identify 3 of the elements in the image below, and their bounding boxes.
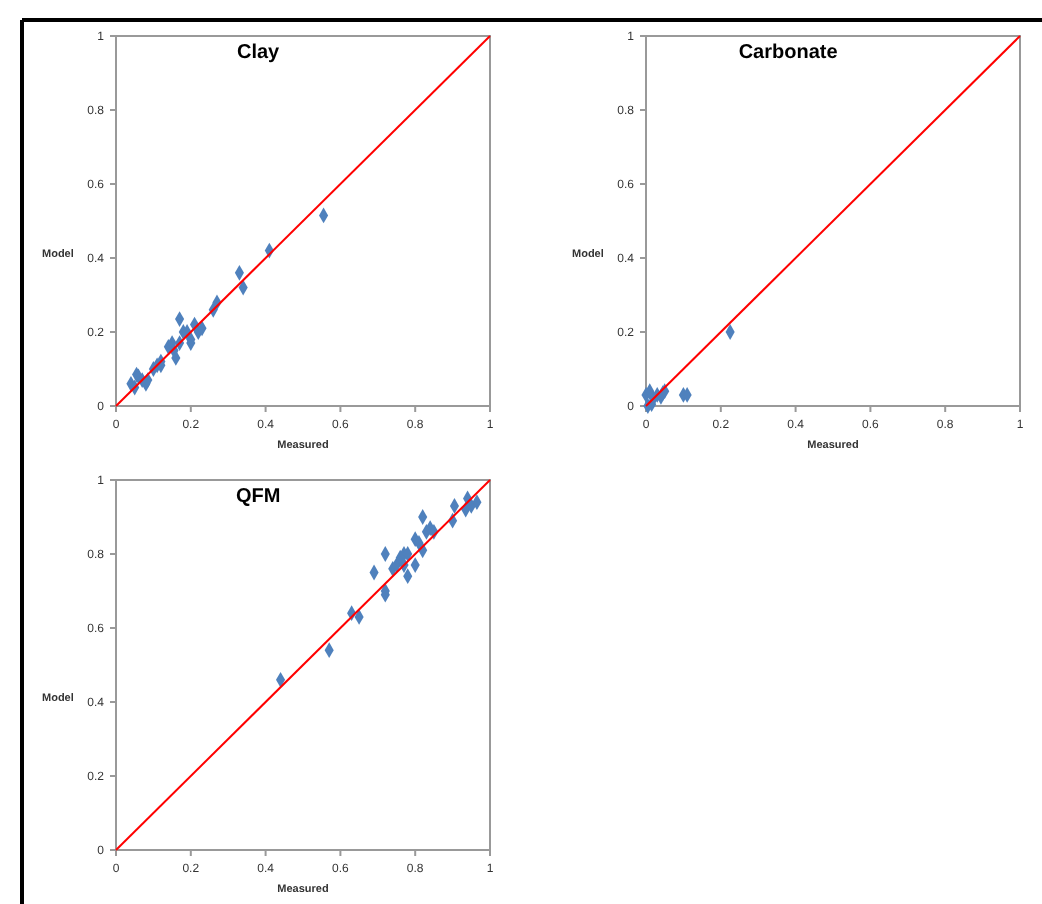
chart-title: QFM <box>235 486 281 508</box>
chart-title: Carbonate <box>738 42 839 64</box>
chart-title: Clay <box>236 42 281 64</box>
